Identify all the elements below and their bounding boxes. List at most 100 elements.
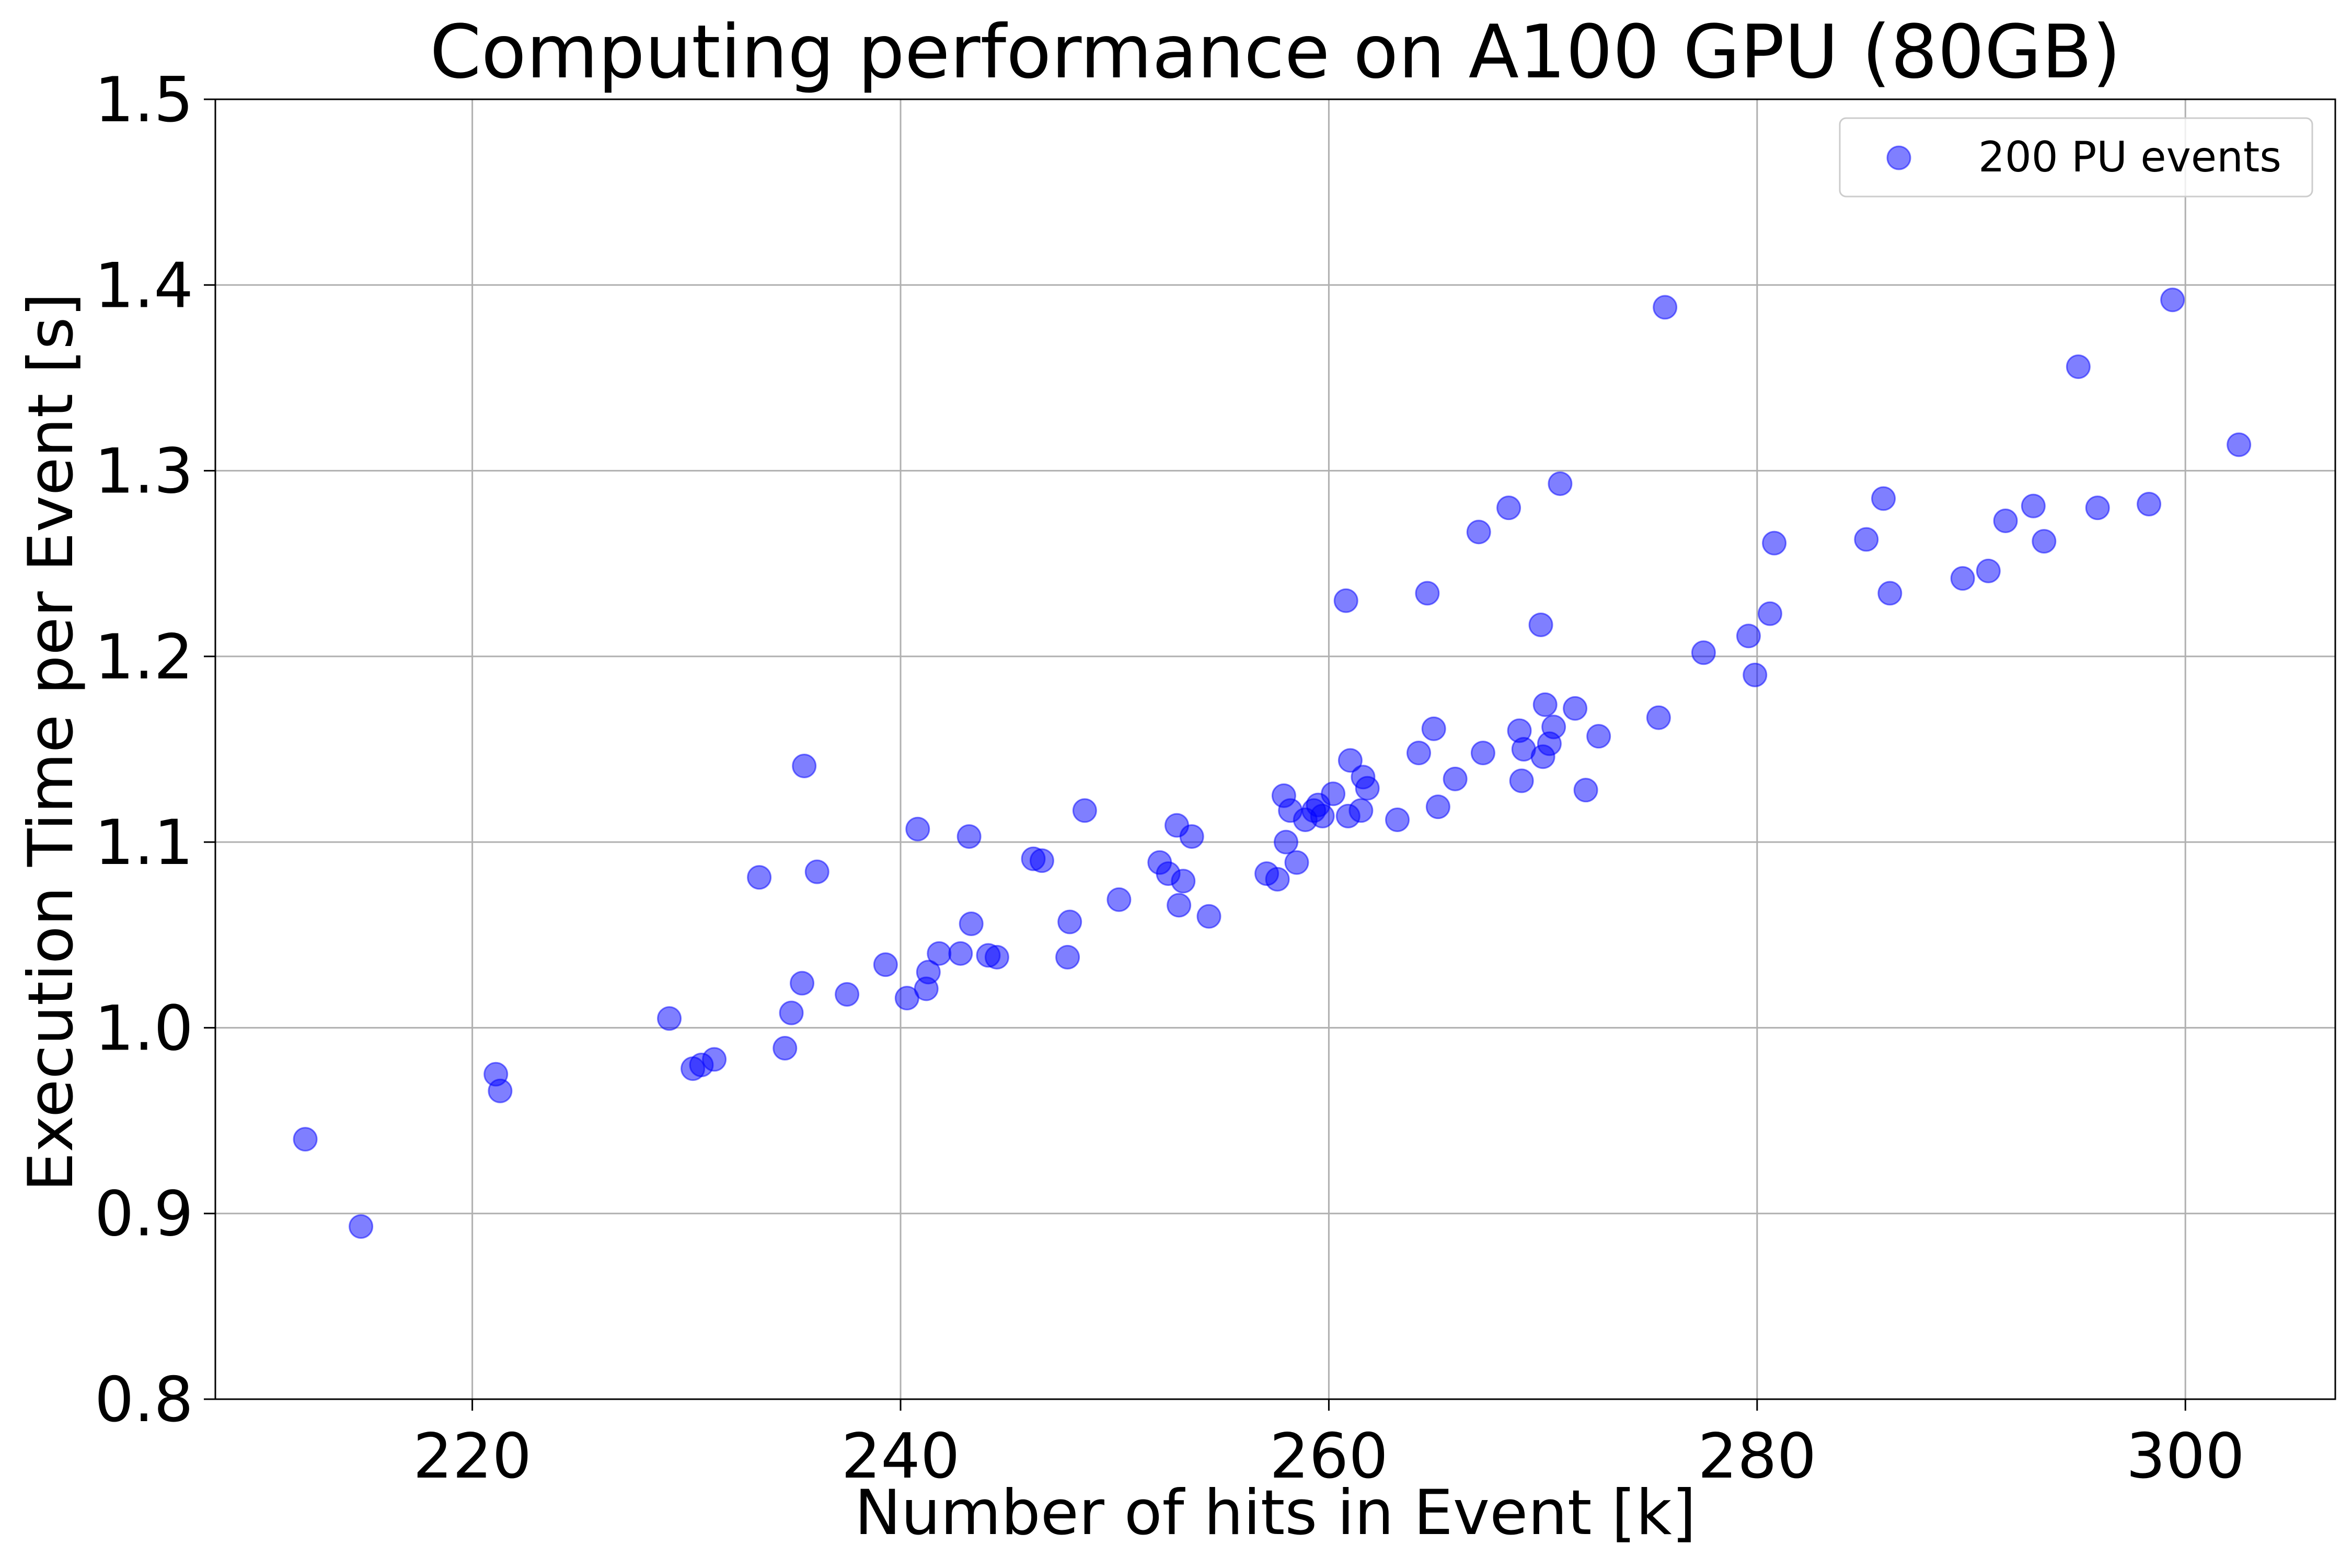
chart-title: Computing performance on A100 GPU (80GB)	[430, 9, 2121, 95]
data-point	[1057, 909, 1082, 935]
x-tick-label: 300	[2126, 1421, 2245, 1493]
data-point	[1871, 486, 1896, 511]
data-point	[1415, 581, 1440, 606]
data-point	[1573, 778, 1598, 803]
data-point	[1653, 295, 1678, 320]
y-axis-label: Execution Time per Event [s]	[15, 293, 87, 1192]
data-point	[488, 1078, 513, 1103]
data-point	[1310, 803, 1335, 828]
data-point	[1541, 714, 1566, 740]
data-point	[1333, 588, 1358, 613]
data-point	[1470, 741, 1495, 766]
data-point	[1532, 692, 1558, 717]
data-point	[1406, 741, 1431, 766]
data-point	[1548, 471, 1573, 496]
data-point	[1265, 867, 1290, 892]
data-point	[1273, 829, 1298, 855]
y-tick-label: 0.8	[95, 1364, 193, 1436]
y-tick-label: 1.2	[95, 621, 193, 694]
legend-marker	[1886, 145, 1911, 170]
data-point	[1029, 848, 1054, 873]
data-point	[1466, 520, 1491, 545]
data-point	[1072, 798, 1097, 823]
data-point	[1284, 850, 1309, 875]
data-point	[1321, 781, 1346, 806]
data-point	[1976, 558, 2001, 583]
data-point	[790, 971, 815, 996]
data-point	[2227, 432, 2252, 457]
data-point	[1691, 640, 1716, 665]
x-tick-label: 280	[1698, 1421, 1816, 1493]
data-point	[1950, 566, 1975, 591]
data-point	[349, 1214, 374, 1239]
data-point	[1586, 724, 1611, 749]
legend-box	[1839, 117, 2313, 198]
data-point	[747, 865, 772, 890]
data-point	[984, 944, 1009, 970]
data-point	[702, 1047, 727, 1072]
data-point	[1348, 798, 1374, 823]
data-point	[1646, 705, 1671, 730]
y-tick-label: 1.1	[95, 807, 193, 879]
data-point	[1443, 766, 1468, 791]
data-point	[1106, 887, 1132, 912]
x-tick-label: 260	[1270, 1421, 1388, 1493]
data-point	[948, 941, 973, 966]
y-tick-label: 1.0	[95, 993, 193, 1065]
data-point	[1528, 612, 1553, 637]
x-tick-label: 240	[841, 1421, 960, 1493]
data-point	[1854, 527, 1879, 552]
data-point	[1496, 495, 1521, 521]
plot-frame	[214, 98, 2336, 1400]
data-point	[1355, 776, 1380, 801]
axis-ticks: 220 240 260 280 300 0.8 0.9 1.0 1.1 1.2 1.3 1.4 1.5	[95, 64, 2245, 1493]
legend-label: 200 PU events	[1978, 133, 2281, 181]
data-point	[916, 960, 941, 985]
x-axis-label: Number of hits in Event [k]	[855, 1477, 1696, 1549]
data-point	[1757, 601, 1782, 626]
data-point	[1762, 531, 1787, 556]
data-point	[959, 911, 984, 936]
y-tick-label: 1.4	[95, 250, 193, 322]
data-point	[1171, 869, 1196, 894]
data-point	[804, 859, 829, 884]
data-point	[1425, 794, 1450, 820]
data-point	[1167, 893, 1192, 918]
data-point	[2066, 354, 2091, 379]
data-point	[2085, 495, 2110, 521]
data-point	[1421, 716, 1446, 741]
data-point	[873, 952, 898, 977]
data-point	[1877, 581, 1903, 606]
data-point	[835, 982, 860, 1007]
data-point	[1743, 662, 1768, 687]
legend: 200 PU events	[1839, 117, 2313, 198]
data-point	[1055, 944, 1080, 970]
data-point	[2137, 492, 2162, 517]
data-point	[792, 753, 817, 778]
data-point	[1509, 768, 1534, 793]
data-point	[1385, 808, 1410, 833]
data-point	[657, 1006, 682, 1031]
data-point	[1563, 696, 1588, 721]
data-point	[1736, 624, 1761, 649]
data-point	[1338, 748, 1363, 773]
x-tick-label: 220	[413, 1421, 532, 1493]
data-points	[293, 287, 2252, 1239]
y-tick-label: 1.3	[95, 436, 193, 508]
y-tick-label: 0.9	[95, 1179, 193, 1251]
data-point	[927, 941, 952, 966]
data-point	[1196, 904, 1221, 929]
data-point	[779, 1000, 804, 1025]
data-point	[773, 1036, 798, 1061]
data-point	[293, 1127, 318, 1152]
y-tick-label: 1.5	[95, 64, 193, 136]
data-point	[2021, 493, 2046, 518]
data-point	[1179, 824, 1204, 849]
data-point	[956, 824, 982, 849]
data-point	[1993, 508, 2018, 533]
data-point	[2160, 287, 2185, 313]
data-point	[905, 816, 930, 841]
data-point	[2032, 529, 2057, 554]
